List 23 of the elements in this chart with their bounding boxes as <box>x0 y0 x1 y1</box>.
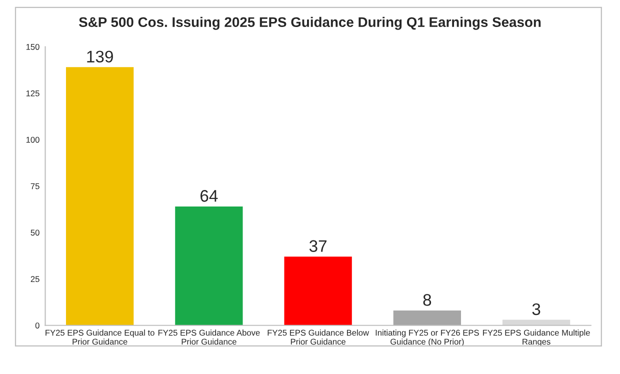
data-label: 3 <box>532 303 540 316</box>
y-tick-label: 150 <box>26 44 40 50</box>
y-tick-label: 125 <box>26 90 40 96</box>
bar <box>502 320 570 326</box>
x-tick-label: FY25 EPS Guidance Above Prior Guidance <box>158 330 260 345</box>
x-tick-label: FY25 EPS Guidance Equal to Prior Guidance <box>46 330 154 345</box>
bar <box>393 310 462 326</box>
bar <box>175 206 243 326</box>
x-tick-label: Initiating FY25 or FY26 EPS Guidance (No Prior) <box>376 330 479 346</box>
data-label: 64 <box>200 190 218 202</box>
chart-title: S&P 500 Cos. Issuing 2025 EPS Guidance During Q1 Earnings Season <box>78 16 541 30</box>
y-tick-label: 25 <box>30 276 40 282</box>
data-label: 37 <box>309 240 326 252</box>
y-tick-label: 100 <box>26 136 40 143</box>
bar <box>284 256 352 326</box>
data-label: 8 <box>423 294 432 306</box>
data-label: 139 <box>87 50 113 62</box>
x-tick-label: FY25 EPS Guidance Below Prior Guidance <box>268 330 370 345</box>
y-tick-label: 0 <box>35 322 40 328</box>
y-tick-label: 75 <box>30 183 40 190</box>
x-tick-label: FY25 EPS Guidance Multiple Ranges <box>483 330 590 346</box>
y-tick-label: 50 <box>30 230 40 236</box>
bar <box>66 67 134 326</box>
